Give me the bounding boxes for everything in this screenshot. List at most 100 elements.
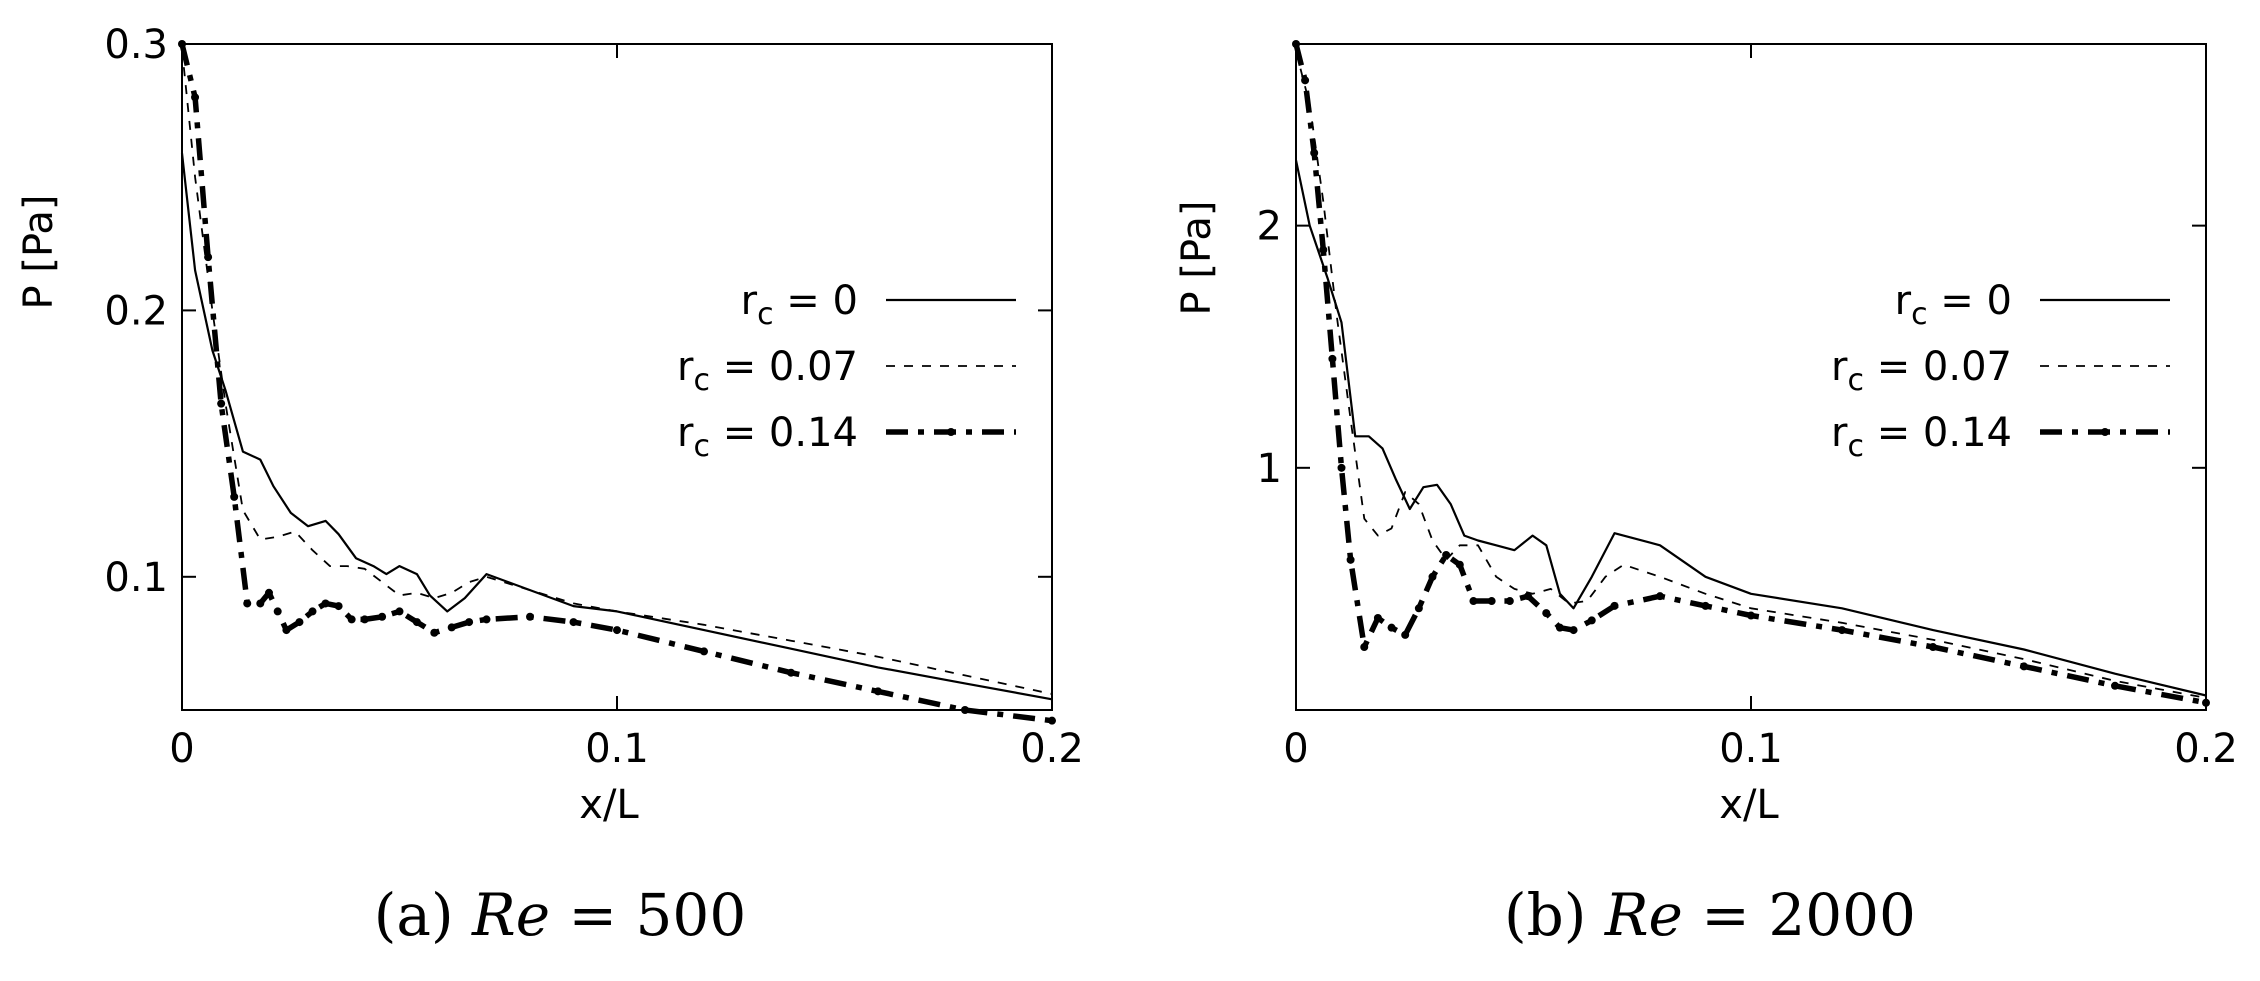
series-point — [1360, 643, 1369, 652]
series-line-1 — [181, 49, 1053, 695]
caption-equals: = — [568, 881, 617, 949]
series-point — [1442, 551, 1451, 560]
series-point — [1319, 245, 1328, 254]
series-point — [256, 599, 265, 608]
series-point — [1569, 626, 1578, 635]
series-point — [1542, 609, 1551, 618]
series-point — [2020, 662, 2028, 671]
series-point — [2202, 698, 2210, 707]
series-point — [378, 612, 387, 621]
series-point — [360, 615, 369, 624]
series-point — [613, 626, 621, 635]
series-point — [1428, 572, 1437, 581]
series-point — [961, 706, 969, 714]
caption-variable: Re — [1604, 881, 1683, 949]
series-point — [1505, 597, 1514, 606]
plot-frame — [1295, 43, 2207, 711]
legend-label: rc = 0.14 — [1831, 410, 2012, 464]
series-point — [1747, 611, 1755, 620]
legend-label: rc = 0.07 — [677, 344, 858, 398]
y-tick-label: 1 — [1257, 446, 1282, 492]
series-point — [569, 618, 578, 627]
series-point — [465, 618, 474, 627]
y-tick-label: 0.3 — [104, 22, 168, 68]
series-point — [191, 93, 200, 102]
series-point — [1524, 592, 1533, 601]
x-tick-label: 0 — [1283, 726, 1308, 772]
series-point — [334, 602, 343, 611]
series-point — [1555, 623, 1564, 632]
series-point — [787, 668, 795, 677]
series-point — [1469, 597, 1478, 606]
series-point — [1587, 616, 1596, 625]
legend-label: rc = 0 — [741, 278, 858, 332]
y-tick-label: 0.2 — [104, 288, 168, 334]
caption-b: (b) Re = 2000 — [1504, 881, 1916, 949]
series-point — [217, 399, 226, 408]
caption-label: (a) — [374, 881, 454, 949]
series-line-0 — [1294, 159, 2207, 697]
chart-panel-b: P [Pa] x/L (b) Re = 2000 0 0.1 0.2 1 2 rc = 0… — [1174, 40, 2238, 949]
series-point — [1455, 560, 1464, 569]
series-point — [1656, 592, 1664, 601]
series-point — [1387, 623, 1396, 632]
y-axis-label: P [Pa] — [16, 195, 62, 310]
series-point — [295, 618, 304, 627]
caption-equals: = — [1701, 881, 1750, 949]
legend-point — [2101, 428, 2109, 436]
caption-value: 500 — [636, 881, 747, 949]
y-axis-label: P [Pa] — [1174, 201, 1220, 316]
series-point — [2111, 681, 2119, 690]
chart-panel-a: P [Pa] x/L (a) Re = 500 0 0.1 0.2 0.1 0.2 0.3… — [16, 22, 1084, 949]
series-point — [1929, 643, 1937, 652]
x-axis-label: x/L — [579, 782, 639, 828]
caption-a: (a) Re = 500 — [374, 881, 746, 949]
series-point — [412, 618, 421, 627]
series-line-0 — [180, 153, 1053, 701]
series-line-2 — [179, 43, 1053, 724]
series-line-1 — [1295, 51, 2207, 699]
series-point — [308, 607, 317, 616]
series-point — [321, 599, 330, 608]
series-point — [1310, 148, 1319, 157]
x-tick-label: 0 — [169, 726, 194, 772]
caption-label: (b) — [1504, 881, 1586, 949]
series-point — [1838, 626, 1846, 635]
series-point — [1292, 40, 1300, 48]
y-tick-label: 0.1 — [104, 555, 168, 601]
legend-label: rc = 0 — [1895, 278, 2012, 332]
series-point — [1701, 601, 1710, 610]
series-point — [1373, 613, 1382, 622]
series-point — [430, 628, 439, 637]
series-point — [874, 687, 882, 696]
caption-variable: Re — [471, 881, 550, 949]
caption-value: 2000 — [1768, 881, 1916, 949]
series-point — [265, 588, 273, 597]
y-tick-label: 2 — [1257, 204, 1282, 250]
series-point — [1346, 555, 1355, 564]
series-point — [347, 615, 356, 624]
series-point — [243, 599, 252, 608]
x-tick-label: 0.2 — [2174, 726, 2238, 772]
series-point — [1328, 354, 1337, 363]
series-point — [204, 253, 213, 262]
legend-label: rc = 0.07 — [1831, 344, 2012, 398]
series-point — [178, 40, 186, 48]
series-point — [1301, 76, 1310, 85]
series-point — [482, 615, 491, 624]
x-tick-label: 0.1 — [1719, 726, 1783, 772]
series-point — [230, 492, 239, 501]
series-line-2 — [1293, 43, 2207, 706]
x-tick-label: 0.2 — [1020, 726, 1084, 772]
series-point — [1401, 630, 1410, 639]
legend-label: rc = 0.14 — [677, 410, 858, 464]
series-point — [395, 607, 404, 616]
x-tick-label: 0.1 — [585, 726, 649, 772]
series-point — [1414, 604, 1423, 613]
series-point — [1610, 601, 1619, 610]
series-point — [1048, 716, 1056, 725]
legend-point — [947, 428, 955, 436]
x-axis-label: x/L — [1719, 782, 1779, 828]
series-point — [1337, 463, 1346, 472]
